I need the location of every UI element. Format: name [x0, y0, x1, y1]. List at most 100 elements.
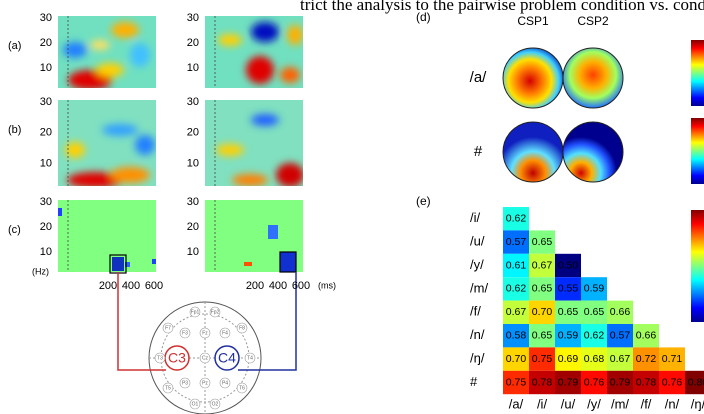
- electrode-label: O2: [212, 401, 219, 407]
- row-label: /n/: [470, 327, 485, 342]
- y-tick-label: 10: [40, 62, 52, 74]
- cell-value: 0.65: [532, 329, 553, 341]
- electrode-label: Cz: [202, 355, 209, 361]
- cell-value: 0.71: [662, 353, 683, 365]
- x-tick-label: 400: [269, 280, 287, 292]
- y-tick-label: 30: [187, 96, 199, 108]
- cell-value: 0.67: [506, 306, 527, 318]
- cell-value: 0.57: [506, 236, 527, 248]
- cell-value: 0.75: [532, 353, 553, 365]
- cell-value: 0.79: [558, 376, 579, 388]
- caption: trict the analysis to the pairwise probl…: [300, 0, 704, 14]
- column-label: /a/: [509, 396, 524, 411]
- x-unit: (ms): [318, 280, 336, 290]
- electrode-label: Fz: [202, 330, 208, 336]
- electrode-label: T5: [165, 385, 171, 391]
- y-tick-label: 30: [187, 12, 199, 24]
- y-tick-label: 30: [40, 12, 52, 24]
- y-tick-label: 20: [40, 221, 52, 233]
- panel-label: (c): [8, 224, 21, 236]
- cell-value: 0.65: [532, 283, 553, 295]
- electrode-label: T3: [157, 355, 163, 361]
- cell-value: 0.65: [558, 306, 579, 318]
- column-label: /ŋ/: [691, 396, 704, 411]
- cell-value: 0.70: [532, 306, 553, 318]
- cell-value: 0.62: [506, 212, 527, 224]
- electrode-label: F4: [222, 330, 228, 336]
- row-label: /u/: [470, 234, 485, 249]
- y-tick-label: 10: [187, 246, 199, 258]
- y-tick-label: 30: [40, 196, 52, 208]
- tf-map: [58, 16, 156, 90]
- y-tick-label: 20: [40, 37, 52, 49]
- column-label: /f/: [641, 396, 652, 411]
- cell-value: 0.58: [506, 329, 527, 341]
- row-label: /m/: [470, 280, 488, 295]
- electrode-label: T4: [247, 355, 253, 361]
- cell-value: 0.72: [636, 353, 657, 365]
- cell-value: 0.78: [636, 376, 657, 388]
- row-label: #: [474, 143, 483, 160]
- electrode-label: Pz: [202, 380, 208, 386]
- y-tick-label: 30: [187, 196, 199, 208]
- cell-value: 0.67: [532, 259, 553, 271]
- cell-value: 0.62: [584, 329, 605, 341]
- row-label: /ŋ/: [470, 351, 485, 366]
- head: C3 C4: [118, 272, 296, 414]
- y-unit: (Hz): [32, 266, 49, 276]
- tf-map: [58, 200, 303, 273]
- cell-value: 0.70: [506, 353, 527, 365]
- row-label: /f/: [470, 304, 481, 319]
- x-tick-label: 400: [122, 280, 140, 292]
- cell-value: 0.67: [610, 353, 631, 365]
- x-tick-label: 600: [145, 280, 163, 292]
- electrode-label: P4: [222, 380, 228, 386]
- cell-value: 0.59: [558, 329, 579, 341]
- column-label: /u/: [561, 396, 576, 411]
- y-tick-label: 10: [187, 62, 199, 74]
- cell-value: 0.65: [532, 236, 553, 248]
- electrode-c4: C4: [218, 350, 236, 366]
- electrode-label: P3: [182, 380, 188, 386]
- cell-value: 0.78: [532, 376, 553, 388]
- row-label: #: [470, 374, 478, 389]
- y-tick-label: 20: [187, 221, 199, 233]
- panel-label: (b): [8, 124, 21, 136]
- y-tick-label: 10: [40, 158, 52, 170]
- y-tick-label: 30: [40, 96, 52, 108]
- row-label: /a/: [470, 69, 488, 86]
- electrode-c3: C3: [168, 350, 186, 366]
- x-tick-label: 200: [99, 280, 117, 292]
- panel-label: (d): [416, 10, 431, 24]
- row-label: /y/: [470, 257, 484, 272]
- electrode-label: Fp2: [211, 309, 220, 315]
- y-tick-label: 20: [187, 37, 199, 49]
- cell-value: 0.61: [506, 259, 527, 271]
- cell-value: 0.57: [610, 329, 631, 341]
- cell-value: 0.75: [506, 376, 527, 388]
- electrode-label: T6: [239, 385, 245, 391]
- column-label: CSP1: [517, 14, 549, 28]
- cell-value: 0.66: [636, 329, 657, 341]
- x-tick-label: 200: [246, 280, 264, 292]
- y-tick-label: 20: [40, 127, 52, 139]
- tf-map: [205, 16, 303, 88]
- column-label: /i/: [537, 396, 548, 411]
- figure: trict the analysis to the pairwise probl…: [0, 0, 704, 414]
- tf-map: [205, 100, 304, 187]
- cell-value: 0.59: [584, 283, 605, 295]
- electrode-label: F3: [182, 330, 188, 336]
- cell-value: 0.80: [688, 376, 704, 388]
- column-label: CSP2: [577, 14, 609, 28]
- cell-value: 0.62: [506, 283, 527, 295]
- cell-value: 0.66: [610, 306, 631, 318]
- x-tick-label: 600: [292, 280, 310, 292]
- y-tick-label: 10: [187, 158, 199, 170]
- electrode-label: Fp1: [191, 309, 200, 315]
- column-label: /y/: [587, 396, 601, 411]
- tf-map: [58, 100, 156, 188]
- cell-value: 0.79: [610, 376, 631, 388]
- panel-label: (a): [8, 40, 21, 52]
- cell-value: 0.69: [558, 353, 579, 365]
- electrode-label: O1: [192, 401, 199, 407]
